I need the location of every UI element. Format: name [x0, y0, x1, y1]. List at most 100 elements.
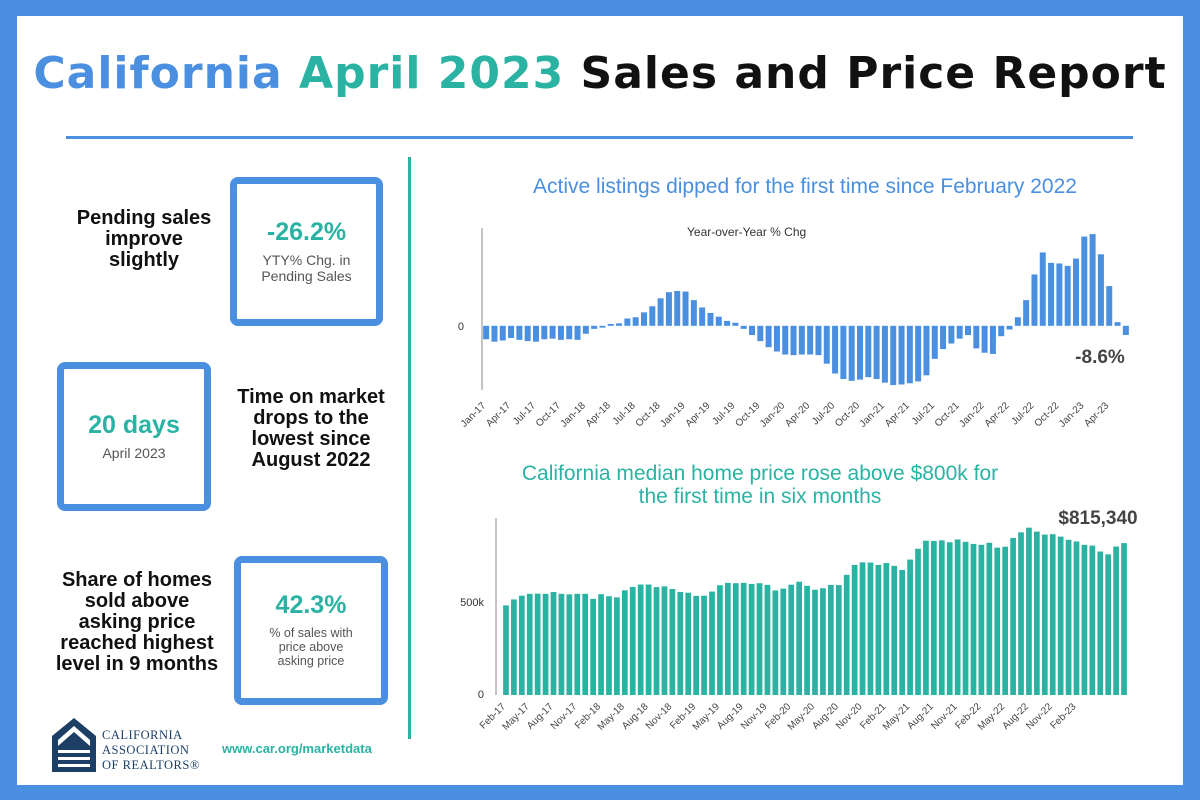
listings-bar-29	[724, 320, 731, 326]
days-on-market-caption: April 2023	[102, 445, 166, 462]
listings-x-tick-label: Oct-18	[634, 400, 663, 429]
price-bar-11	[590, 598, 596, 695]
price-bar-53	[923, 540, 929, 695]
price-bar-26	[709, 591, 715, 695]
listings-x-tick-label: Apr-21	[883, 400, 912, 429]
above-asking-label: Share of homes sold above asking price r…	[55, 569, 219, 675]
listings-bar-26	[699, 307, 706, 326]
price-bar-27	[717, 585, 723, 695]
price-bar-65	[1018, 532, 1024, 695]
listings-bar-58	[965, 325, 971, 335]
above-asking-box: 42.3% % of sales with price above asking…	[234, 556, 388, 705]
price-bar-72	[1073, 541, 1080, 695]
price-bar-9	[574, 593, 581, 695]
price-x-tick-label: Nov-19	[739, 701, 770, 732]
price-bar-10	[582, 593, 589, 695]
listings-chart-title: Active listings dipped for the first tim…	[533, 175, 1077, 198]
listings-bar-62	[998, 325, 1005, 337]
price-x-tick-label: May-21	[881, 701, 913, 733]
price-x-tick-label: Nov-22	[1024, 701, 1055, 732]
price-bar-0	[503, 605, 509, 695]
price-bar-64	[1010, 537, 1016, 695]
listings-bar-37	[790, 325, 797, 356]
listings-bar-24	[682, 291, 689, 326]
price-bar-69	[1049, 534, 1056, 695]
listings-bar-20	[649, 306, 656, 326]
price-bar-50	[899, 569, 906, 695]
price-bar-31	[748, 583, 755, 695]
price-bar-13	[606, 596, 612, 695]
price-bar-44	[851, 564, 858, 695]
price-bar-8	[566, 594, 573, 695]
car-logo-icon	[52, 718, 96, 772]
listings-bar-53	[923, 325, 930, 376]
listings-bar-32	[749, 325, 755, 335]
listings-bar-57	[956, 325, 963, 339]
listings-bar-67	[1039, 252, 1046, 326]
price-bar-2	[518, 595, 525, 695]
listings-bar-45	[857, 325, 863, 380]
listings-bar-52	[915, 325, 922, 382]
listings-bar-61	[989, 325, 996, 354]
price-bar-32	[756, 583, 763, 695]
market-data-link[interactable]: www.car.org/marketdata	[222, 741, 372, 756]
page-title: California April 2023 Sales and Price Re…	[0, 48, 1200, 99]
pending-sales-value: -26.2%	[266, 217, 347, 246]
price-bar-16	[629, 586, 636, 695]
listings-bar-16	[616, 323, 623, 326]
listings-x-tick-label: Jul-17	[511, 400, 538, 427]
listings-bar-73	[1089, 234, 1096, 326]
price-bar-33	[764, 584, 771, 695]
listings-x-tick-label: Oct-20	[833, 400, 862, 429]
price-bar-60	[978, 544, 985, 695]
pending-sales-caption: YTY% Chg. in Pending Sales	[261, 252, 352, 285]
listings-x-tick-label: Jan-21	[858, 400, 888, 430]
price-bar-7	[558, 593, 565, 695]
price-bar-59	[970, 543, 977, 695]
listings-x-tick-label: Oct-22	[1032, 400, 1061, 429]
listings-bar-59	[973, 325, 980, 349]
price-bar-40	[820, 588, 826, 695]
price-bar-48	[883, 563, 890, 695]
price-bar-51	[907, 559, 913, 695]
listings-bar-12	[582, 325, 589, 334]
price-bar-6	[550, 591, 557, 695]
listings-bar-60	[981, 325, 988, 353]
listings-x-tick-label: Apr-20	[783, 400, 812, 429]
price-bar-68	[1041, 534, 1048, 695]
listings-bar-66	[1031, 274, 1038, 326]
pending-sales-label: Pending sales improve slightly	[76, 207, 212, 271]
listings-bar-31	[740, 325, 747, 329]
listings-x-tick-label: Jan-18	[559, 400, 589, 430]
price-bar-37	[796, 581, 803, 695]
listings-bar-64	[1014, 317, 1021, 326]
price-bar-75	[1097, 551, 1104, 695]
pending-sales-box: -26.2% YTY% Chg. in Pending Sales	[230, 177, 383, 326]
listings-bar-3	[508, 325, 515, 339]
listings-x-tick-label: Oct-17	[534, 400, 563, 429]
listings-bar-35	[773, 325, 780, 352]
listings-x-tick-label: Jul-21	[910, 400, 937, 427]
price-x-tick-label: May-20	[786, 701, 818, 733]
price-bar-63	[1002, 546, 1009, 695]
median-price-chart: 0 500k Feb-17May-17Aug-17Nov-17Feb-18May…	[460, 508, 1137, 733]
listings-bar-30	[732, 322, 739, 326]
price-x-tick-label: Nov-17	[549, 701, 580, 732]
price-bar-18	[645, 584, 652, 695]
listings-bar-41	[823, 325, 830, 364]
price-bar-1	[511, 599, 517, 695]
listings-bar-22	[665, 292, 672, 326]
price-bar-58	[962, 541, 969, 695]
price-bar-4	[534, 593, 541, 695]
price-bar-41	[828, 584, 834, 695]
listings-bar-39	[807, 325, 814, 355]
above-asking-value: 42.3%	[275, 591, 347, 620]
listings-chart-subtitle: Year-over-Year % Chg	[687, 225, 806, 239]
listings-bar-7	[541, 325, 548, 340]
price-bar-36	[788, 584, 795, 695]
price-y-tick-0: 0	[478, 689, 484, 701]
listings-x-tick-label: Apr-19	[684, 400, 713, 429]
price-bar-15	[621, 590, 628, 695]
listings-bar-9	[557, 325, 564, 340]
listings-bar-65	[1023, 300, 1030, 326]
